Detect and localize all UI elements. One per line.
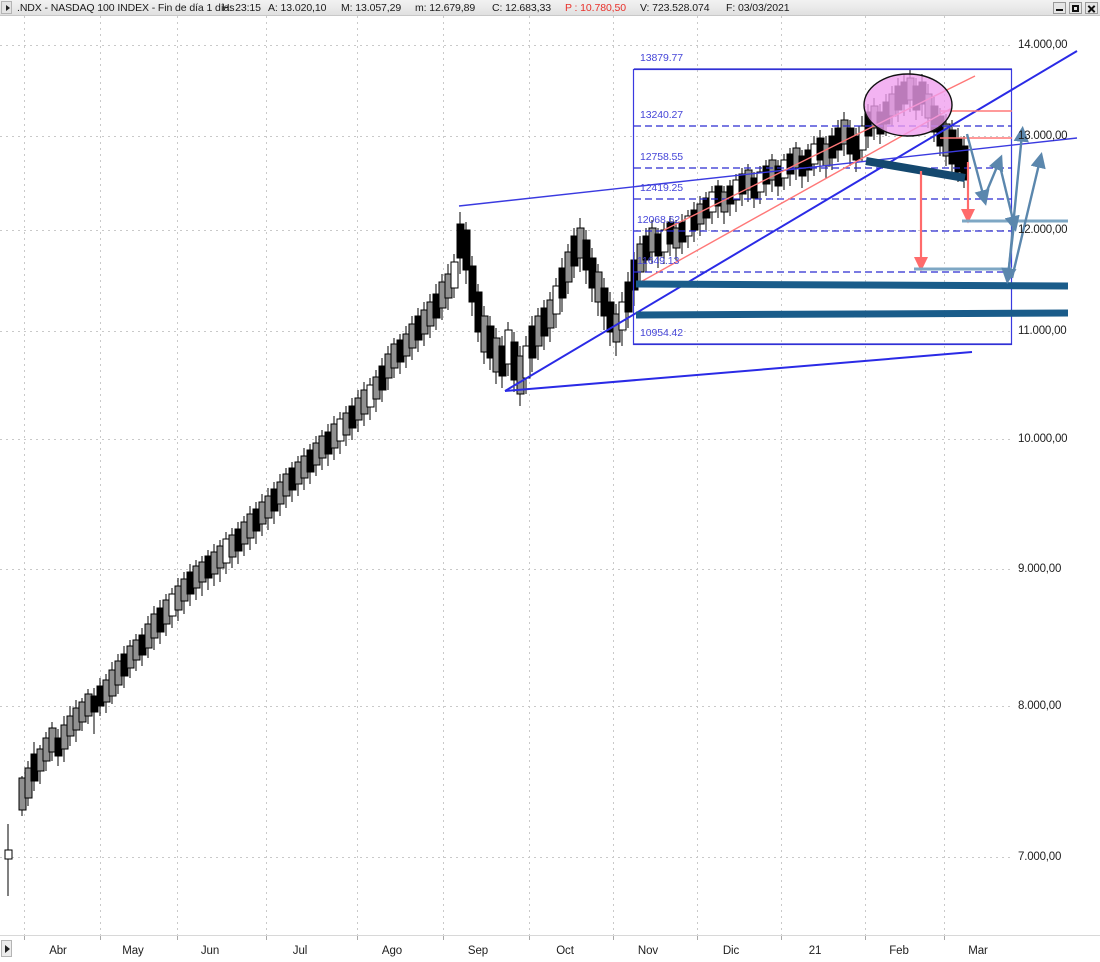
candle xyxy=(558,258,567,312)
candle xyxy=(858,116,867,162)
xaxis-scroll-handle[interactable] xyxy=(1,940,12,957)
candle xyxy=(450,254,459,298)
x-axis[interactable]: Abr May Jun Jul Ago Sep Oct Nov Dic 21 F… xyxy=(0,935,1100,962)
level-label-13879: 13879.77 xyxy=(640,52,683,64)
x-tick-label-oct: Oct xyxy=(556,945,574,957)
support-band-upper xyxy=(635,280,1069,290)
candle xyxy=(618,292,627,346)
x-tick-label-feb: Feb xyxy=(889,945,909,957)
candle xyxy=(462,222,471,284)
candle xyxy=(564,244,573,294)
x-tick-label-sep: Sep xyxy=(467,945,489,957)
title-date: F: 03/03/2021 xyxy=(726,2,790,14)
x-tick-label-jul: Jul xyxy=(292,945,308,957)
y-tick-label: 12.000,00 xyxy=(1018,224,1068,236)
descending-neckline[interactable] xyxy=(865,157,966,182)
y-tick-label: 9.000,00 xyxy=(1018,563,1062,575)
title-close: C: 12.683,33 xyxy=(492,2,551,14)
forecast-zigzag[interactable] xyxy=(965,125,1046,285)
level-label-13240: 13240.27 xyxy=(640,109,683,121)
window-controls xyxy=(1053,2,1098,14)
title-open: A: 13.020,10 xyxy=(268,2,327,14)
wedge-upper-line xyxy=(504,50,1078,392)
rising-wedge[interactable] xyxy=(504,50,1078,392)
level-label-12419: 12419.25 xyxy=(640,182,683,194)
forecast-segment-down-1 xyxy=(965,133,990,206)
level-label-11649: 11649.13 xyxy=(637,255,680,267)
highlight-ellipse[interactable] xyxy=(863,73,953,137)
maximize-button[interactable] xyxy=(1069,2,1082,14)
candle xyxy=(24,761,33,806)
red-lower-line xyxy=(636,107,953,285)
x-tick-label-may: May xyxy=(122,945,144,957)
price-chart[interactable]: 14.000,00 13.000,00 12.000,00 11.000,00 … xyxy=(0,16,1100,935)
candle xyxy=(468,256,477,316)
candle xyxy=(594,264,603,316)
title-volume: V: 723.528.074 xyxy=(640,2,710,14)
candle xyxy=(582,230,591,284)
level-label-12068: 12068.62 xyxy=(637,214,680,226)
forecast-segment-up-3 xyxy=(1010,152,1046,279)
y-tick-label: 7.000,00 xyxy=(1018,851,1062,863)
y-tick-label: 8.000,00 xyxy=(1018,700,1062,712)
wedge-lower-line xyxy=(504,351,973,392)
forecast-segment-up-1 xyxy=(982,154,1004,199)
level-label-12758: 12758.55 xyxy=(640,151,683,163)
title-low: m: 12.679,89 xyxy=(415,2,476,14)
minimize-button[interactable] xyxy=(1053,2,1066,14)
candlestick-series[interactable] xyxy=(4,70,969,896)
chart-canvas[interactable] xyxy=(0,16,1100,935)
x-tick-label-jun: Jun xyxy=(200,945,220,957)
level-label-10954: 10954.42 xyxy=(640,327,683,339)
x-tick-label-nov: Nov xyxy=(637,945,659,957)
support-bands[interactable] xyxy=(635,280,1069,319)
x-tick-label-ago: Ago xyxy=(381,945,403,957)
support-band-lower xyxy=(635,309,1069,319)
candle xyxy=(4,824,13,896)
candle xyxy=(60,716,69,762)
target-arrows[interactable] xyxy=(913,162,976,272)
y-tick-label: 14.000,00 xyxy=(1018,39,1068,51)
y-tick-label: 13.000,00 xyxy=(1018,130,1068,142)
fibonacci-levels[interactable] xyxy=(634,68,1012,345)
candle xyxy=(552,278,561,328)
forecast-segment-down-2 xyxy=(997,161,1020,232)
x-tick-label-21: 21 xyxy=(808,945,822,957)
x-tick-label-abr: Abr xyxy=(49,945,67,957)
title-high: M: 13.057,29 xyxy=(341,2,402,14)
y-tick-label: 11.000,00 xyxy=(1018,325,1067,337)
close-button[interactable] xyxy=(1085,2,1098,14)
title-hour: H: 23:15 xyxy=(222,2,261,14)
upper-trend-channel[interactable] xyxy=(458,137,1078,207)
y-tick-label: 10.000,00 xyxy=(1018,433,1068,445)
window-title-bar: .NDX - NASDAQ 100 INDEX - Fin de día 1 d… xyxy=(0,0,1100,16)
titlebar-expand-handle[interactable] xyxy=(1,1,12,14)
x-tick-label-dic: Dic xyxy=(722,945,740,957)
candle xyxy=(474,284,483,342)
forecast-segment-up-2 xyxy=(1006,125,1029,279)
title-symbol: .NDX - NASDAQ 100 INDEX - Fin de día 1 d… xyxy=(17,2,235,14)
grid-horizontal xyxy=(0,45,1012,858)
x-tick-label-mar: Mar xyxy=(968,945,988,957)
title-prev-close: P : 10.780,50 xyxy=(565,2,626,14)
